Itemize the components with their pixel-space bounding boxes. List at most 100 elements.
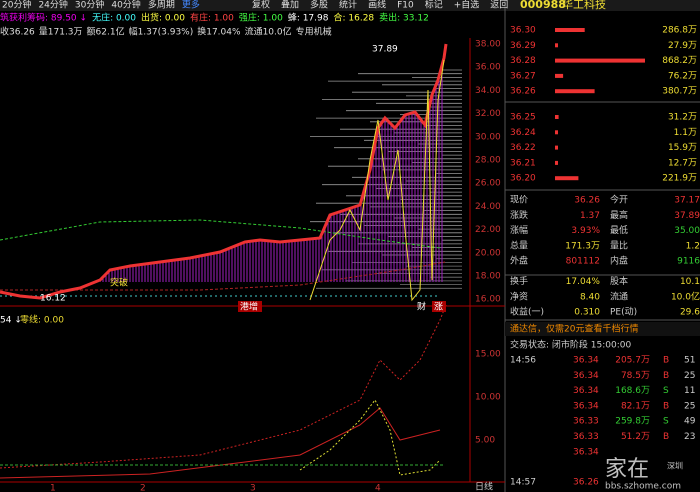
toolbar-button[interactable]: F10 xyxy=(397,1,414,11)
indicator-value: 蜂: 17.98 xyxy=(288,12,329,24)
x-tick-label: 2 xyxy=(140,484,146,492)
stat-value: 37.89 xyxy=(674,211,700,221)
y-tick-label: 24.00 xyxy=(475,202,501,212)
trade-time: 14:57 xyxy=(510,478,536,488)
info-value: 流通10.0亿 xyxy=(245,26,292,38)
info-value: 收36.26 xyxy=(0,26,35,38)
stat-value: 29.6 xyxy=(680,308,700,318)
book-price: 36.22 xyxy=(510,143,536,153)
stat-label: 最高 xyxy=(610,209,628,221)
book-volume: 1.1万 xyxy=(674,128,697,138)
period-tab[interactable]: 更多 xyxy=(182,0,200,11)
stat-value: 10.0亿 xyxy=(671,290,700,302)
trade-count: 11 xyxy=(684,386,695,396)
toolbar-button[interactable]: 复权 xyxy=(252,0,270,11)
trade-volume: 82.1万 xyxy=(621,401,650,411)
stat-label: 外盘 xyxy=(510,255,528,267)
book-price: 36.24 xyxy=(510,128,536,138)
book-volume: 15.9万 xyxy=(668,143,697,153)
trade-price: 36.34 xyxy=(573,447,599,457)
book-volume: 27.9万 xyxy=(668,41,697,51)
volume-area xyxy=(100,58,444,282)
stat-value: 801112 xyxy=(566,257,600,267)
toolbar-button[interactable]: +自选 xyxy=(454,0,480,11)
label: 37.89 xyxy=(372,45,398,55)
stock-code: 000988 xyxy=(520,0,566,11)
stat-value: 9116 xyxy=(677,257,700,267)
toolbar-button[interactable]: 统计 xyxy=(339,0,357,11)
period-tab[interactable]: 40分钟 xyxy=(111,0,140,11)
trade-price: 36.26 xyxy=(573,478,599,488)
book-price: 36.28 xyxy=(510,56,536,66)
book-bar xyxy=(555,130,558,135)
stat-value: 1.37 xyxy=(580,211,600,221)
label: 港增 xyxy=(240,301,258,313)
book-volume: 380.7万 xyxy=(662,87,697,97)
price-line xyxy=(0,43,448,300)
label: 零线: 0.00 xyxy=(20,314,64,326)
stat-label: 净资 xyxy=(510,290,528,302)
trade-side: B xyxy=(663,356,669,366)
toolbar-button[interactable]: 返回 xyxy=(490,0,508,11)
trade-volume: 205.7万 xyxy=(615,356,650,366)
stat-value: 17.04% xyxy=(566,277,601,287)
stat-label: 内盘 xyxy=(610,255,628,267)
book-bar xyxy=(555,89,595,94)
toolbar-button[interactable]: 画线 xyxy=(368,0,386,11)
book-bar xyxy=(555,160,558,165)
toolbar-button[interactable]: 多股 xyxy=(310,0,328,11)
stat-label: 流通 xyxy=(610,290,628,302)
book-volume: 286.8万 xyxy=(662,26,697,36)
trade-price: 36.34 xyxy=(573,356,599,366)
promo[interactable]: 通达信，仅需20元查看千档行情 xyxy=(510,323,638,335)
lower-line xyxy=(0,304,447,469)
tag xyxy=(432,301,446,312)
indicator-value: 出货: 0.00 xyxy=(141,12,185,24)
y-tick-label: 38.00 xyxy=(475,40,501,50)
indicator-value: 强庄: 1.00 xyxy=(239,12,283,24)
period-tab[interactable]: 多周期 xyxy=(148,0,175,11)
book-price: 36.26 xyxy=(510,87,536,97)
period-tab[interactable]: 20分钟 xyxy=(2,0,31,11)
x-tick-label: 4 xyxy=(375,484,381,492)
book-price: 36.29 xyxy=(510,41,536,51)
toolbar-button[interactable]: 叠加 xyxy=(281,0,299,11)
trade-price: 36.34 xyxy=(573,386,599,396)
info-value: 量171.3万 xyxy=(39,27,83,38)
trade-count: 23 xyxy=(684,432,695,442)
book-bar xyxy=(555,176,579,181)
label: 财 xyxy=(417,301,426,313)
stat-label: PE(动) xyxy=(610,307,637,318)
trade-volume: 259.8万 xyxy=(615,417,650,427)
info-value: 幅1.37(3.93%) xyxy=(129,26,194,38)
book-volume: 221.9万 xyxy=(662,174,697,184)
x-tick-label: 3 xyxy=(250,484,256,492)
stat-value: 8.40 xyxy=(580,292,600,302)
lower-line xyxy=(0,407,441,479)
info-value: 专用机械 xyxy=(296,26,332,38)
period-tab[interactable]: 24分钟 xyxy=(38,0,67,11)
stock-name: 华工科技 xyxy=(562,0,606,11)
book-bar xyxy=(555,145,558,150)
toolbar-button[interactable]: 标记 xyxy=(425,0,443,11)
tag xyxy=(238,301,262,312)
ma-line xyxy=(0,219,441,249)
book-bar xyxy=(555,43,558,48)
y-tick-label: 18.00 xyxy=(475,272,501,282)
trade-volume: 168.6万 xyxy=(615,386,650,396)
indicator-value: 有庄: 1.00 xyxy=(190,12,234,24)
indicator-value: 卖出: 33.12 xyxy=(379,12,429,24)
y-tick-label: 16.00 xyxy=(475,295,501,305)
book-bar xyxy=(555,58,645,63)
trade-count: 25 xyxy=(684,371,695,381)
trade-price: 36.33 xyxy=(573,417,599,427)
indicator-value: 筑获利筹码: 89.50 ↓ xyxy=(0,12,87,24)
stat-label: 股本 xyxy=(610,275,628,287)
trade-price: 36.33 xyxy=(573,432,599,442)
period-tab[interactable]: 30分钟 xyxy=(75,0,104,11)
book-bar xyxy=(555,73,564,78)
stat-label: 最低 xyxy=(610,224,628,236)
book-bar xyxy=(555,28,585,32)
info-value: 换17.04% xyxy=(197,26,241,38)
y-tick-label: 15.00 xyxy=(475,350,501,360)
